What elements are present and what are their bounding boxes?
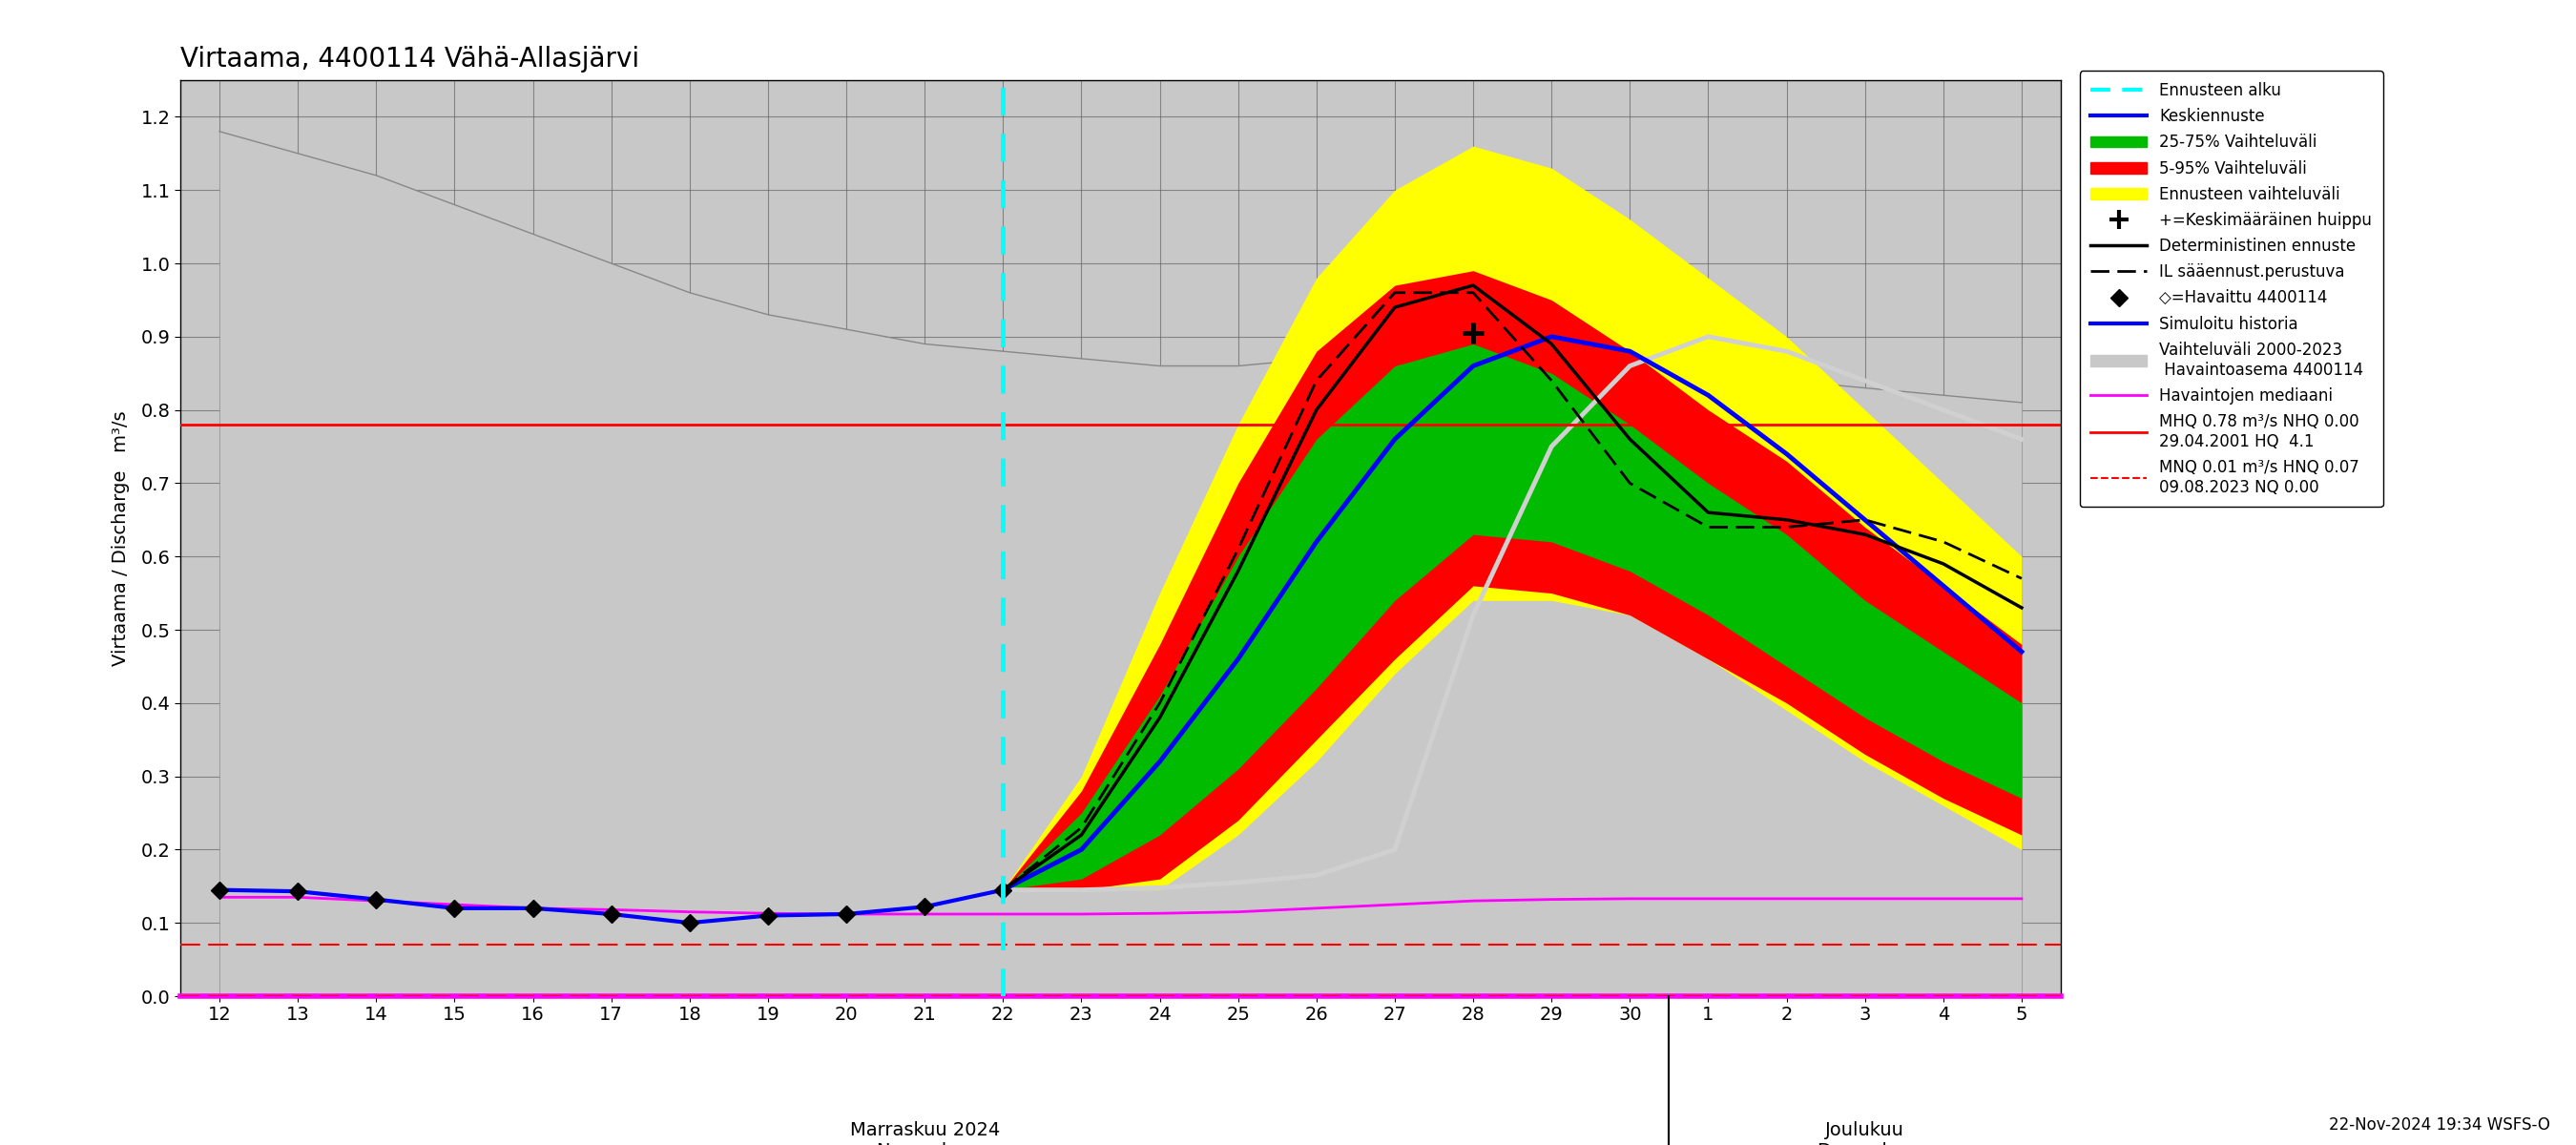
- Text: Virtaama, 4400114 Vähä-Allasjärvi: Virtaama, 4400114 Vähä-Allasjärvi: [180, 46, 639, 72]
- Text: Joulukuu
December: Joulukuu December: [1816, 1121, 1914, 1145]
- Text: Marraskuu 2024
November: Marraskuu 2024 November: [850, 1121, 999, 1145]
- Text: 22-Nov-2024 19:34 WSFS-O: 22-Nov-2024 19:34 WSFS-O: [2329, 1116, 2550, 1134]
- Y-axis label: Virtaama / Discharge   m³/s: Virtaama / Discharge m³/s: [113, 410, 131, 666]
- Legend: Ennusteen alku, Keskiennuste, 25-75% Vaihteluväli, 5-95% Vaihteluväli, Ennusteen: Ennusteen alku, Keskiennuste, 25-75% Vai…: [2079, 71, 2383, 507]
